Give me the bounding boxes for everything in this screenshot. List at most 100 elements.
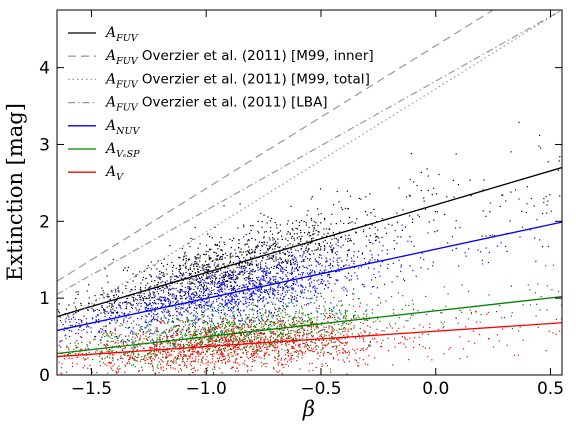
scatter-point: [154, 289, 157, 291]
scatter-point: [499, 205, 501, 207]
scatter-point: [220, 353, 222, 355]
scatter-point: [246, 353, 248, 355]
scatter-point: [192, 278, 194, 280]
scatter-point: [320, 281, 322, 283]
scatter-point: [468, 248, 470, 250]
scatter-point: [169, 315, 171, 317]
scatter-point: [247, 334, 249, 336]
scatter-point: [358, 297, 360, 300]
scatter-point: [119, 325, 121, 327]
scatter-point: [218, 309, 220, 312]
scatter-point: [206, 287, 208, 289]
scatter-point: [360, 321, 362, 324]
scatter-point: [236, 309, 238, 311]
scatter-point: [216, 271, 218, 273]
scatter-point: [181, 275, 184, 277]
scatter-point: [443, 353, 445, 355]
scatter-point: [107, 350, 109, 352]
scatter-point: [174, 306, 177, 308]
scatter-point: [292, 261, 294, 264]
scatter-point: [137, 304, 139, 306]
scatter-point: [300, 290, 302, 292]
scatter-point: [302, 321, 304, 323]
scatter-point: [197, 257, 199, 259]
scatter-point: [174, 357, 176, 359]
scatter-point: [299, 343, 301, 345]
scatter-point: [475, 310, 477, 312]
scatter-point: [167, 351, 169, 353]
scatter-point: [220, 284, 222, 286]
scatter-point: [321, 275, 323, 277]
scatter-point: [251, 344, 253, 346]
scatter-point: [131, 352, 133, 354]
scatter-point: [141, 356, 143, 358]
scatter-point: [161, 343, 163, 345]
scatter-point: [288, 254, 290, 256]
scatter-point: [223, 271, 225, 273]
scatter-point: [285, 363, 287, 365]
scatter-point: [424, 208, 427, 210]
scatter-point: [206, 351, 209, 353]
scatter-point: [291, 258, 293, 260]
scatter-point: [203, 300, 205, 303]
scatter-point: [281, 316, 283, 318]
scatter-point: [211, 289, 213, 292]
scatter-point: [214, 310, 216, 312]
scatter-point: [354, 266, 356, 269]
scatter-point: [154, 356, 156, 358]
scatter-point: [418, 336, 420, 338]
scatter-point: [316, 319, 318, 321]
scatter-point: [237, 342, 239, 344]
scatter-point: [145, 327, 147, 329]
scatter-point: [117, 312, 119, 314]
scatter-point: [318, 271, 321, 273]
scatter-point: [217, 290, 219, 292]
scatter-point: [159, 352, 161, 354]
scatter-point: [333, 358, 335, 360]
scatter-point: [205, 320, 207, 323]
scatter-point: [337, 257, 339, 259]
scatter-point: [263, 214, 265, 216]
scatter-point: [266, 282, 268, 284]
scatter-point: [81, 320, 83, 322]
scatter-point: [229, 261, 232, 263]
scatter-point: [362, 322, 364, 325]
scatter-point: [346, 190, 348, 192]
scatter-point: [143, 338, 145, 340]
scatter-point: [254, 271, 256, 273]
scatter-point: [174, 368, 176, 370]
scatter-point: [106, 355, 109, 357]
scatter-point: [233, 314, 235, 316]
scatter-point: [201, 267, 203, 269]
scatter-point: [310, 322, 312, 324]
scatter-point: [265, 366, 267, 368]
scatter-point: [258, 349, 260, 351]
scatter-point: [199, 284, 201, 286]
scatter-point: [344, 338, 346, 340]
scatter-point: [400, 270, 402, 273]
scatter-point: [267, 216, 269, 218]
scatter-point: [176, 311, 178, 313]
scatter-point: [253, 285, 255, 287]
scatter-point: [451, 249, 453, 251]
scatter-point: [189, 283, 191, 285]
scatter-point: [257, 245, 259, 247]
scatter-point: [278, 263, 280, 265]
scatter-point: [201, 299, 203, 301]
scatter-point: [266, 258, 268, 261]
scatter-point: [168, 310, 170, 313]
scatter-point: [391, 224, 393, 226]
scatter-point: [284, 253, 287, 256]
scatter-point: [153, 303, 155, 305]
scatter-point: [175, 325, 177, 327]
scatter-point: [176, 330, 178, 332]
scatter-point: [310, 217, 312, 220]
scatter-point: [266, 302, 268, 304]
scatter-point: [310, 340, 312, 342]
scatter-point: [287, 291, 289, 293]
scatter-point: [217, 254, 219, 256]
scatter-point: [423, 258, 425, 261]
scatter-point: [166, 286, 168, 288]
scatter-point: [189, 306, 191, 308]
scatter-point: [331, 238, 333, 240]
